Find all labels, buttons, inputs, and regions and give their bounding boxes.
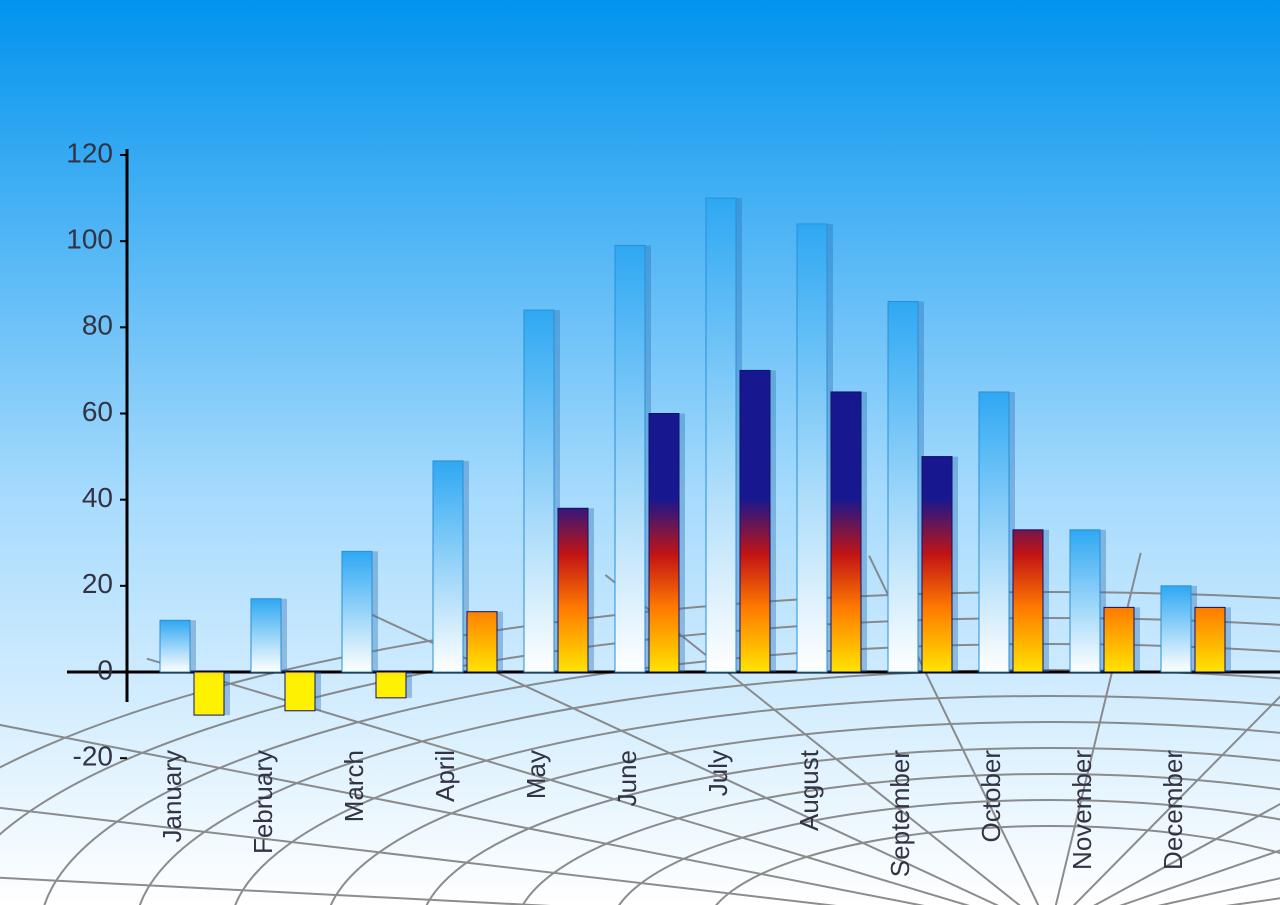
y-tick-label: 100 bbox=[66, 224, 113, 255]
x-category-label: January bbox=[157, 750, 187, 843]
bar-series-a bbox=[342, 551, 372, 672]
bar-series-a bbox=[888, 301, 918, 672]
bar-series-a bbox=[433, 461, 463, 672]
bar-series-a bbox=[1161, 586, 1191, 672]
y-tick-label: 60 bbox=[82, 396, 113, 427]
monthly-bar-chart: -20 0 20 40 60 80 100 120 January February March A… bbox=[0, 0, 1280, 905]
bar-series-b bbox=[194, 672, 224, 715]
bar-series-b bbox=[467, 612, 497, 672]
bar-series-a bbox=[615, 245, 645, 672]
x-category-label: February bbox=[248, 750, 278, 854]
bar-series-b bbox=[376, 672, 406, 698]
x-category-label: November bbox=[1067, 750, 1097, 870]
bar-series-a bbox=[706, 198, 736, 672]
y-tick-label: 0 bbox=[97, 654, 113, 685]
y-tick-label: -20 bbox=[73, 741, 113, 772]
x-category-label: May bbox=[521, 750, 551, 799]
bar-series-b bbox=[922, 457, 952, 672]
x-category-label: October bbox=[976, 750, 1006, 843]
bar-series-b bbox=[831, 392, 861, 672]
bar-series-a bbox=[797, 224, 827, 672]
bar-series-a bbox=[160, 620, 190, 672]
bar-series-b bbox=[1104, 607, 1134, 672]
x-category-label: December bbox=[1158, 750, 1188, 870]
chart-container: { "chart": { "type": "grouped-bar", "wid… bbox=[0, 0, 1280, 905]
y-tick-label: 20 bbox=[82, 568, 113, 599]
bar-series-b bbox=[285, 672, 315, 711]
y-tick-label: 120 bbox=[66, 137, 113, 168]
bar-series-b bbox=[1013, 530, 1043, 672]
x-category-label: July bbox=[703, 750, 733, 796]
y-tick-label: 80 bbox=[82, 310, 113, 341]
bar-series-b bbox=[1195, 607, 1225, 672]
y-tick-label: 40 bbox=[82, 482, 113, 513]
bar-series-a bbox=[1070, 530, 1100, 672]
bar-series-b bbox=[649, 414, 679, 673]
x-category-label: March bbox=[339, 750, 369, 822]
x-category-label: August bbox=[794, 749, 824, 831]
bar-series-b bbox=[558, 508, 588, 672]
x-category-label: June bbox=[612, 750, 642, 806]
bar-series-a bbox=[524, 310, 554, 672]
x-category-label: September bbox=[885, 750, 915, 878]
bar-series-a bbox=[979, 392, 1009, 672]
bar-series-a bbox=[251, 599, 281, 672]
bar-series-b bbox=[740, 370, 770, 672]
x-category-label: April bbox=[430, 750, 460, 802]
